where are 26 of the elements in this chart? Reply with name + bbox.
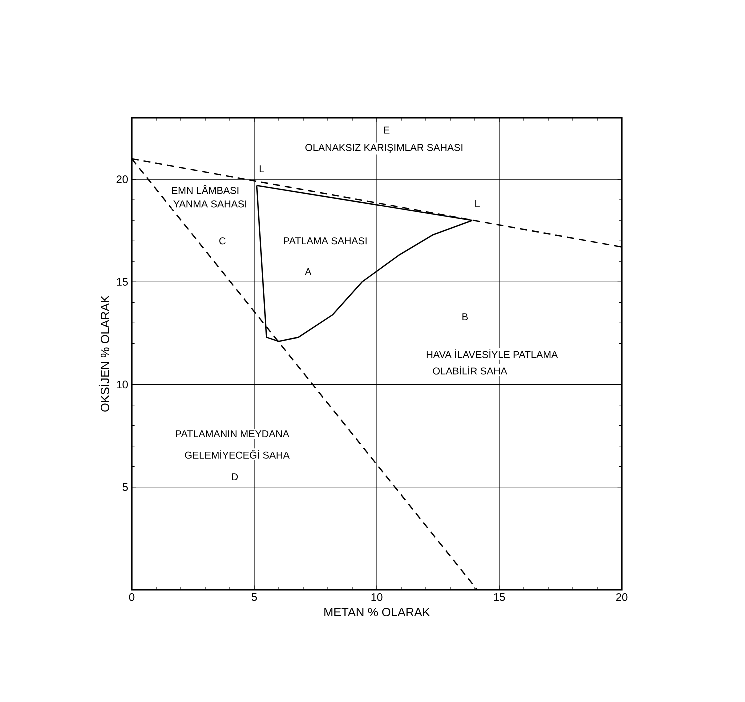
annotation: PATLAMA SAHASI: [284, 238, 367, 245]
x-tick-label: 10: [372, 594, 383, 602]
x-tick-label: 15: [494, 594, 506, 602]
y-axis-title: OKSİJEN % OLARAK: [98, 296, 110, 412]
annotation: GELEMİYECEĞİ SAHA: [185, 450, 290, 459]
annotation: D: [232, 474, 238, 481]
annotation: OLABİLİR SAHA: [433, 366, 508, 375]
annotation: A: [305, 268, 312, 276]
y-tick-label: 15: [117, 278, 128, 286]
annotation: B: [462, 314, 468, 320]
annotation: YANMA SAHASI: [174, 200, 246, 208]
annotation: HAVA İLAVESİYLE PATLAMA: [426, 350, 558, 358]
annotation: C: [220, 238, 226, 245]
annotation: OLANAKSIZ KARIŞIMLAR SAHASI: [306, 144, 463, 154]
annotation: L: [260, 166, 264, 173]
x-tick-label: 5: [252, 594, 258, 602]
y-tick-label: 5: [122, 484, 128, 492]
y-tick-label: 10: [117, 380, 128, 389]
annotation: PATLAMANIN MEYDANA: [176, 430, 290, 438]
annotation: L: [476, 200, 480, 208]
annotation: E: [384, 126, 390, 134]
y-tick-label: 20: [116, 176, 128, 184]
annotation: EMN LÂMBASI: [172, 185, 239, 194]
x-tick-label: 20: [616, 594, 628, 602]
x-tick-label: 0: [129, 594, 135, 602]
x-axis-title: METAN % OLARAK: [324, 608, 430, 617]
